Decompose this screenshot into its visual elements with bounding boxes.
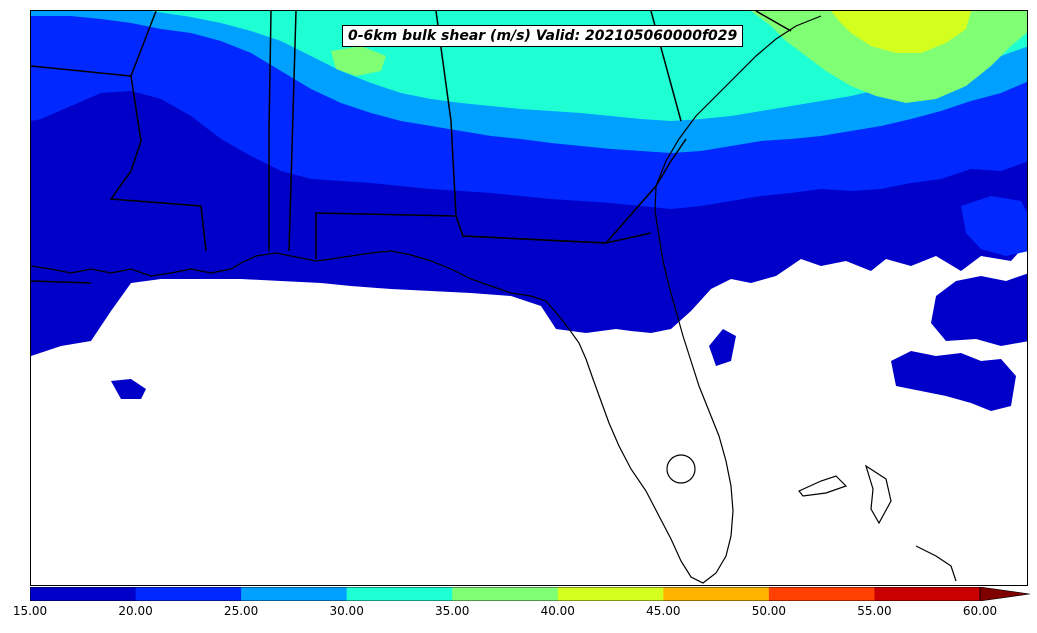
colorbar-tick-label: 50.00 [751, 604, 787, 618]
lake-okeechobee [666, 454, 696, 484]
colorbar-segment-15.00 [30, 587, 137, 601]
colorbar-segments [30, 587, 981, 601]
colorbar-tick-label: 60.00 [962, 604, 998, 618]
colorbar-segment-25.00 [241, 587, 348, 601]
cuba-coastline [798, 464, 957, 582]
shear-band-15-20-patch-e [891, 351, 1016, 411]
map-area: 0-6km bulk shear (m/s) Valid: 2021050600… [30, 10, 1028, 586]
shear-band-40-45 [831, 11, 971, 53]
colorbar-segment-30.00 [346, 587, 453, 601]
colorbar-segment-50.00 [768, 587, 875, 601]
colorbar-extend-arrow [979, 587, 1030, 601]
coastlines [31, 15, 822, 584]
shear-band-20-25-patch [961, 196, 1027, 256]
colorbar-tick-label: 25.00 [223, 604, 259, 618]
colorbar-tick-label: 40.00 [540, 604, 575, 618]
colorbar-labels: 15.00 20.00 25.00 30.00 35.00 40.00 45.00 50.00… [0, 604, 1037, 624]
colorbar-segment-55.00 [874, 587, 981, 601]
colorbar [30, 587, 1030, 601]
colorbar-tick-label: 55.00 [857, 604, 892, 618]
colorbar-tick-label: 35.00 [435, 604, 470, 618]
colorbar-tick-label: 20.00 [118, 604, 153, 618]
map-canvas [31, 11, 1027, 584]
colorbar-outline [30, 587, 981, 601]
shear-band-35-40-patch [331, 46, 386, 76]
colorbar-segment-35.00 [452, 587, 559, 601]
colorbar-segment-45.00 [663, 587, 770, 601]
map-title: 0-6km bulk shear (m/s) Valid: 2021050600… [342, 25, 744, 47]
shear-band-15-20-patch-ne [931, 273, 1027, 346]
shear-band-15-20-patch-fl [709, 329, 736, 366]
colorbar-segment-20.00 [135, 587, 242, 601]
colorbar-tick-label: 30.00 [329, 604, 364, 618]
colorbar-tick-label: 45.00 [646, 604, 681, 618]
colorbar-segment-40.00 [557, 587, 664, 601]
colorbar-tick-label: 15.00 [12, 604, 48, 618]
shear-band-15-20-patch-gulf [111, 379, 146, 399]
